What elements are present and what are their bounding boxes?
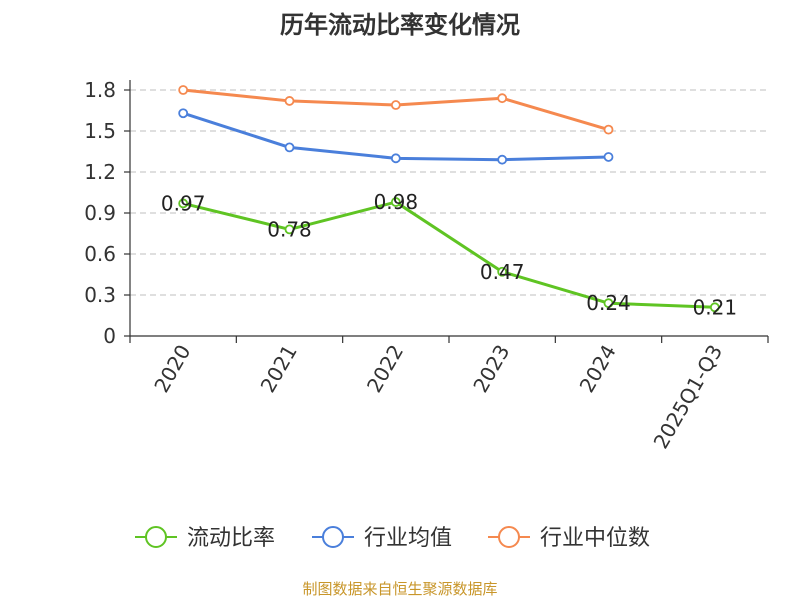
data-point: [284, 224, 295, 235]
data-point: [284, 96, 295, 106]
source-footer: 制图数据来自恒生聚源数据库: [302, 580, 497, 598]
axes: 0 0.3 0.6 0.9 1.2 1.5 1.8 2020 2021 2022 2023 2024 2…: [84, 78, 769, 453]
data-point: [709, 302, 720, 313]
legend-swatch-marker: [145, 526, 167, 548]
data-point: [178, 198, 189, 209]
data-label: 0.98: [374, 190, 419, 214]
data-point: [603, 124, 614, 135]
data-point: [178, 85, 189, 95]
legend-swatch-marker: [322, 526, 344, 548]
y-tick-label: 1.8: [84, 78, 116, 102]
data-point: [390, 197, 401, 207]
data-point: [603, 152, 614, 162]
legend: 流动比率 行业均值 行业中位数: [135, 526, 650, 551]
data-point: [497, 154, 508, 165]
y-tick-label: 1.2: [84, 160, 116, 184]
data-point: [284, 142, 295, 153]
x-tick-label: 2024: [575, 341, 621, 397]
y-tick-label: 1.5: [84, 119, 116, 143]
legend-swatch-marker: [498, 526, 520, 548]
x-tick-label: 2022: [362, 341, 408, 397]
legend-label: 行业均值: [364, 526, 452, 551]
y-tick-label: 0.9: [84, 201, 116, 225]
data-label: 0.24: [586, 291, 631, 315]
x-tick-label: 2021: [256, 341, 302, 397]
y-tick-label: 0: [103, 324, 116, 348]
chart-title: 历年流动比率变化情况: [280, 11, 520, 39]
y-tick-label: 0.6: [84, 242, 116, 266]
data-label: 0.97: [161, 191, 206, 215]
grid-lines: [130, 89, 768, 296]
x-tick-label: 2020: [149, 341, 195, 397]
x-tick-label: 2025Q1-Q3: [648, 341, 727, 453]
data-label: 0.47: [480, 260, 525, 284]
data-point: [603, 298, 614, 309]
data-point: [390, 153, 401, 164]
data-label: 0.21: [693, 295, 738, 319]
y-tick-label: 0.3: [84, 283, 116, 307]
series-line: [182, 111, 609, 162]
data-labels: 0.97 0.78 0.98 0.47 0.24 0.21: [161, 190, 737, 319]
data-point: [178, 108, 189, 119]
legend-label: 行业中位数: [540, 526, 650, 551]
data-point: [390, 100, 401, 110]
data-point: [497, 266, 508, 277]
series-line: [182, 200, 715, 309]
data-label: 0.78: [267, 217, 312, 241]
legend-label: 流动比率: [187, 526, 275, 551]
data-point: [497, 93, 508, 104]
series-lines: [178, 85, 720, 313]
x-tick-label: 2023: [468, 340, 514, 396]
